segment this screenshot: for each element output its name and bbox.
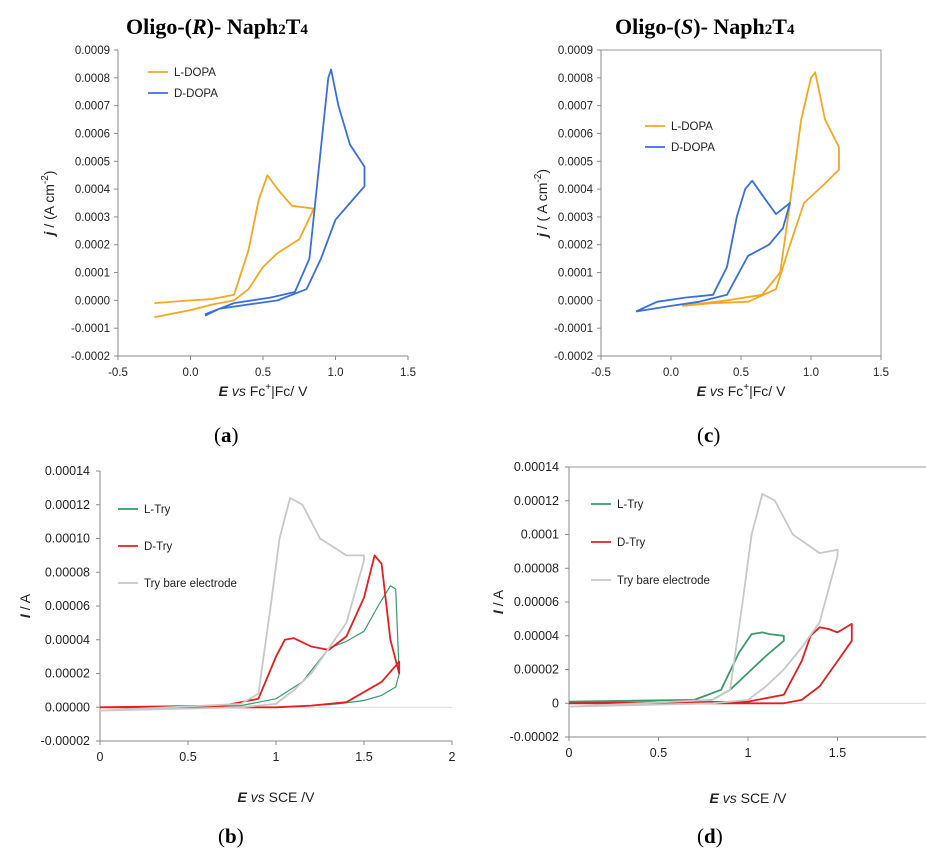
x-tick-label: 0.0 [663, 367, 679, 379]
series-line-d-dopa [635, 179, 791, 313]
x-tick-label: 0.5 [179, 750, 196, 764]
y-tick-label: 0.00012 [45, 498, 90, 512]
y-tick-label: 0.0007 [558, 101, 593, 113]
y-tick-label: 0 [552, 696, 559, 710]
series-line-l-try [99, 585, 400, 708]
panel-c-title: Oligo-(S)- Naph2T4 [615, 14, 795, 39]
y-tick-label: -0.0001 [554, 323, 593, 335]
x-axis-label: E vs SCE /V [709, 790, 787, 806]
series-line-d-try [99, 554, 401, 709]
legend-label: D-Try [144, 541, 173, 553]
x-tick-label: 2 [449, 750, 456, 764]
series-line-l-dopa [154, 174, 315, 318]
series-line-l-dopa [682, 71, 840, 307]
legend-label: L-Try [617, 499, 644, 511]
y-tick-label: 0.0008 [75, 73, 110, 85]
series-line-try-bare-electrode [568, 493, 839, 708]
y-tick-label: -0.00002 [510, 730, 559, 744]
panel-a-title: Oligo-(R)- Naph2T4 [126, 14, 308, 39]
panel-label-d: (d) [697, 824, 723, 848]
x-tick-label: 1 [273, 750, 280, 764]
x-axis-label: E vs Fc+|Fc/ V [697, 382, 786, 399]
y-tick-label: 0.00010 [45, 532, 90, 546]
x-tick-label: 0.5 [733, 367, 749, 379]
y-tick-label: 0.0001 [521, 528, 559, 542]
y-tick-label: 0.00008 [514, 561, 559, 575]
x-tick-label: 1 [745, 746, 752, 760]
legend-label: L-DOPA [671, 121, 713, 133]
y-tick-label: 0.0002 [75, 240, 110, 252]
y-tick-label: -0.00002 [41, 734, 90, 748]
chart-b: -0.00002 0.00000 0.00002 0.00004 0.00006 0.00… [17, 464, 456, 805]
series-line-l-try [568, 631, 785, 705]
x-tick-label: 1.5 [873, 367, 889, 379]
y-tick-label: 0.0001 [558, 268, 593, 280]
legend-label: D-Try [617, 537, 646, 549]
x-tick-label: 1.5 [355, 750, 372, 764]
y-tick-label: 0.0002 [558, 240, 593, 252]
y-tick-label: 0.0009 [75, 45, 110, 57]
x-tick-label: 1.5 [400, 367, 416, 379]
x-tick-label: 1.5 [829, 746, 846, 760]
y-tick-label: 0.0000 [558, 295, 593, 307]
y-axis-label: j / (A cm-2) [40, 171, 57, 238]
y-tick-label: 0.0007 [75, 101, 110, 113]
y-tick-label: 0.0004 [558, 184, 594, 196]
y-axis-label: j / ( A cm-2) [533, 169, 550, 239]
y-tick-label: 0.0006 [75, 128, 110, 140]
y-tick-label: 0.0005 [75, 156, 110, 168]
y-tick-label: 0.0006 [558, 128, 593, 140]
y-tick-label: 0.00004 [514, 629, 559, 643]
panel-label-b: (b) [218, 824, 244, 848]
y-tick-label: 0.00006 [514, 595, 559, 609]
legend-label: L-DOPA [174, 67, 216, 79]
chart-c: -0.0002 -0.0001 0.0000 0.0001 0.0002 0.0003 0.… [533, 45, 889, 399]
y-tick-label: 0.00002 [45, 667, 90, 681]
y-tick-label: 0.0000 [75, 295, 110, 307]
legend-label: Try bare electrode [144, 578, 237, 590]
y-tick-label: 0.00014 [45, 464, 90, 478]
y-tick-label: 0.00002 [514, 663, 559, 677]
y-tick-label: 0.0003 [558, 212, 593, 224]
y-tick-label: 0.0004 [75, 184, 111, 196]
legend-label: D-DOPA [671, 142, 715, 154]
y-tick-label: 0.00014 [514, 460, 559, 474]
x-tick-label: 0.5 [255, 367, 271, 379]
y-axis-label: I / A [17, 593, 33, 618]
legend-label: Try bare electrode [617, 575, 710, 587]
x-axis-label: E vs SCE /V [237, 789, 315, 805]
y-axis-label: I / A [490, 589, 506, 614]
x-axis-label: E vs Fc+|Fc/ V [219, 382, 308, 399]
y-tick-label: -0.0002 [554, 351, 593, 363]
y-tick-label: 0.0008 [558, 73, 593, 85]
y-tick-label: 0.00000 [45, 700, 90, 714]
y-tick-label: -0.0001 [71, 323, 110, 335]
y-tick-label: 0.00004 [45, 633, 90, 647]
panel-label-a: (a) [214, 423, 239, 447]
series-line-d-dopa [204, 68, 366, 317]
y-tick-label: 0.0003 [75, 212, 110, 224]
series-line-d-try [568, 622, 853, 705]
x-tick-label: -0.5 [591, 367, 611, 379]
x-tick-label: 1.0 [328, 367, 344, 379]
x-tick-label: 1.0 [803, 367, 819, 379]
y-tick-label: 0.0009 [558, 45, 593, 57]
y-tick-label: 0.0005 [558, 156, 593, 168]
y-tick-label: 0.00008 [45, 565, 90, 579]
x-tick-label: 0 [566, 746, 573, 760]
chart-d: -0.00002 0 0.00002 0.00004 0.00006 0.00008 0.0… [490, 460, 926, 806]
x-tick-label: -0.5 [108, 367, 128, 379]
y-tick-label: -0.0002 [71, 351, 110, 363]
x-tick-label: 0.5 [650, 746, 667, 760]
panel-label-c: (c) [697, 423, 721, 447]
x-tick-label: 0 [97, 750, 104, 764]
chart-a: -0.0002 -0.0001 0.0000 0.0001 0.0002 0.0003 0.… [40, 45, 416, 399]
legend-label: D-DOPA [174, 88, 218, 100]
x-tick-label: 0.0 [183, 367, 199, 379]
y-tick-label: 0.0001 [75, 268, 110, 280]
legend-label: L-Try [144, 504, 171, 516]
series-line-try-bare-electrode [99, 497, 365, 712]
y-tick-label: 0.00006 [45, 599, 90, 613]
y-tick-label: 0.00012 [514, 494, 559, 508]
